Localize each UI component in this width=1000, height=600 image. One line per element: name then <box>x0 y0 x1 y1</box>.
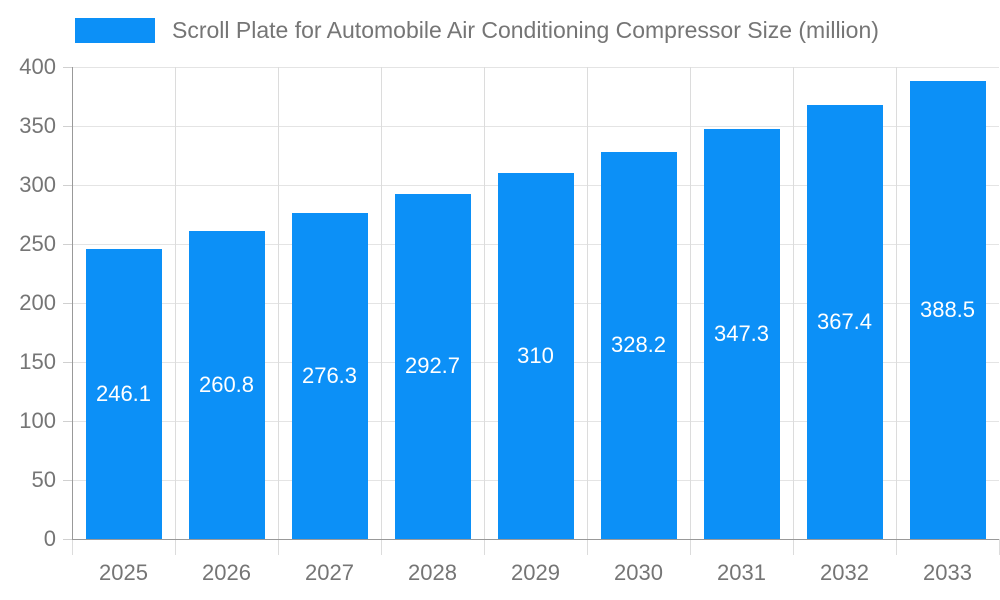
bar-2031[interactable] <box>703 129 780 539</box>
y-gridline <box>72 66 999 68</box>
x-gridline <box>792 67 794 539</box>
bar-value-label: 367.4 <box>816 309 873 335</box>
bar-value-label: 347.3 <box>713 321 770 347</box>
x-axis-tick <box>792 539 794 555</box>
y-axis-tick <box>63 302 72 304</box>
y-axis-tick <box>63 479 72 481</box>
y-axis-tick <box>63 538 72 540</box>
x-axis-label: 2031 <box>717 560 766 585</box>
y-axis-label: 250 <box>19 231 56 256</box>
x-axis-tick <box>380 539 382 555</box>
y-axis-label: 50 <box>31 467 56 492</box>
x-axis-label: 2030 <box>614 560 663 585</box>
x-gridline <box>586 67 588 539</box>
x-axis-label: 2025 <box>99 560 148 585</box>
y-axis-label: 0 <box>43 526 56 551</box>
x-axis-tick <box>895 539 897 555</box>
y-axis-tick <box>63 361 72 363</box>
y-gridline <box>72 125 999 127</box>
y-axis-label: 350 <box>19 113 56 138</box>
x-gridline <box>895 67 897 539</box>
x-axis-label: 2027 <box>305 560 354 585</box>
x-gridline <box>174 67 176 539</box>
bar-2025[interactable] <box>85 248 162 539</box>
bar-value-label: 246.1 <box>95 380 152 406</box>
x-axis-tick <box>586 539 588 555</box>
legend-item[interactable]: Scroll Plate for Automobile Air Conditio… <box>75 17 879 44</box>
bar-2033[interactable] <box>909 80 986 539</box>
bar-2027[interactable] <box>291 212 368 539</box>
bar-value-label: 276.3 <box>301 362 358 388</box>
bar-value-label: 388.5 <box>919 296 976 322</box>
legend-swatch-icon <box>75 18 155 43</box>
y-axis-label: 150 <box>19 349 56 374</box>
y-axis-label: 100 <box>19 408 56 433</box>
x-axis-tick <box>71 539 73 555</box>
y-axis-line <box>72 67 73 539</box>
y-axis-tick <box>63 66 72 68</box>
x-axis-tick <box>998 539 1000 555</box>
x-gridline <box>380 67 382 539</box>
y-axis-tick <box>63 184 72 186</box>
bar-2032[interactable] <box>806 105 883 539</box>
x-gridline <box>483 67 485 539</box>
y-axis-tick <box>63 243 72 245</box>
x-axis-label: 2029 <box>511 560 560 585</box>
bar-2028[interactable] <box>394 193 471 539</box>
x-axis-tick <box>689 539 691 555</box>
chart-title: Scroll Plate for Automobile Air Conditio… <box>172 17 879 43</box>
x-gridline <box>689 67 691 539</box>
bar-2026[interactable] <box>188 231 265 539</box>
bar-value-label: 260.8 <box>198 372 255 398</box>
bar-2029[interactable] <box>497 173 574 539</box>
x-axis-label: 2026 <box>202 560 251 585</box>
x-axis-tick <box>174 539 176 555</box>
x-gridline <box>277 67 279 539</box>
x-axis-line <box>72 539 999 540</box>
y-axis-label: 200 <box>19 290 56 315</box>
bar-value-label: 328.2 <box>610 332 667 358</box>
x-axis-label: 2032 <box>820 560 869 585</box>
x-axis-label: 2028 <box>408 560 457 585</box>
bar-value-label: 292.7 <box>404 353 461 379</box>
x-axis-tick <box>483 539 485 555</box>
y-axis-tick <box>63 125 72 127</box>
bar-2030[interactable] <box>600 151 677 539</box>
y-axis-label: 300 <box>19 172 56 197</box>
x-axis-label: 2033 <box>923 560 972 585</box>
bar-value-label: 310 <box>517 343 554 369</box>
y-axis-label: 400 <box>19 54 56 79</box>
y-axis-tick <box>63 420 72 422</box>
x-axis-tick <box>277 539 279 555</box>
